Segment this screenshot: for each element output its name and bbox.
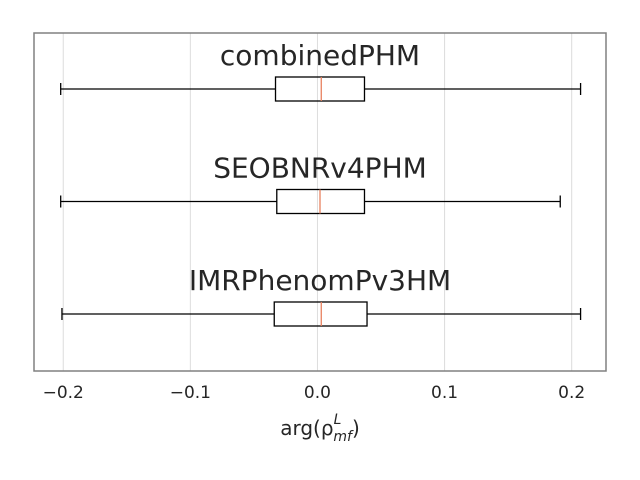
- box-label: IMRPhenomPv3HM: [189, 264, 451, 297]
- x-axis-label-part: ): [352, 416, 360, 440]
- x-axis-label: arg(ρL mf): [280, 412, 360, 445]
- x-tick-label: 0.0: [304, 383, 331, 403]
- x-tick-label: −0.1: [170, 383, 211, 403]
- box-label: SEOBNRv4PHM: [213, 152, 427, 185]
- x-tick-label: −0.2: [43, 383, 84, 403]
- x-axis-label-part: arg(ρ: [280, 416, 333, 440]
- box-label: combinedPHM: [220, 39, 420, 72]
- x-tick-label: 0.1: [431, 383, 458, 403]
- x-axis-label-part: L: [334, 412, 342, 428]
- x-axis-label-part: mf: [333, 429, 354, 445]
- plot-frame: [33, 32, 607, 372]
- x-tick-label: 0.2: [558, 383, 585, 403]
- box: [274, 76, 366, 102]
